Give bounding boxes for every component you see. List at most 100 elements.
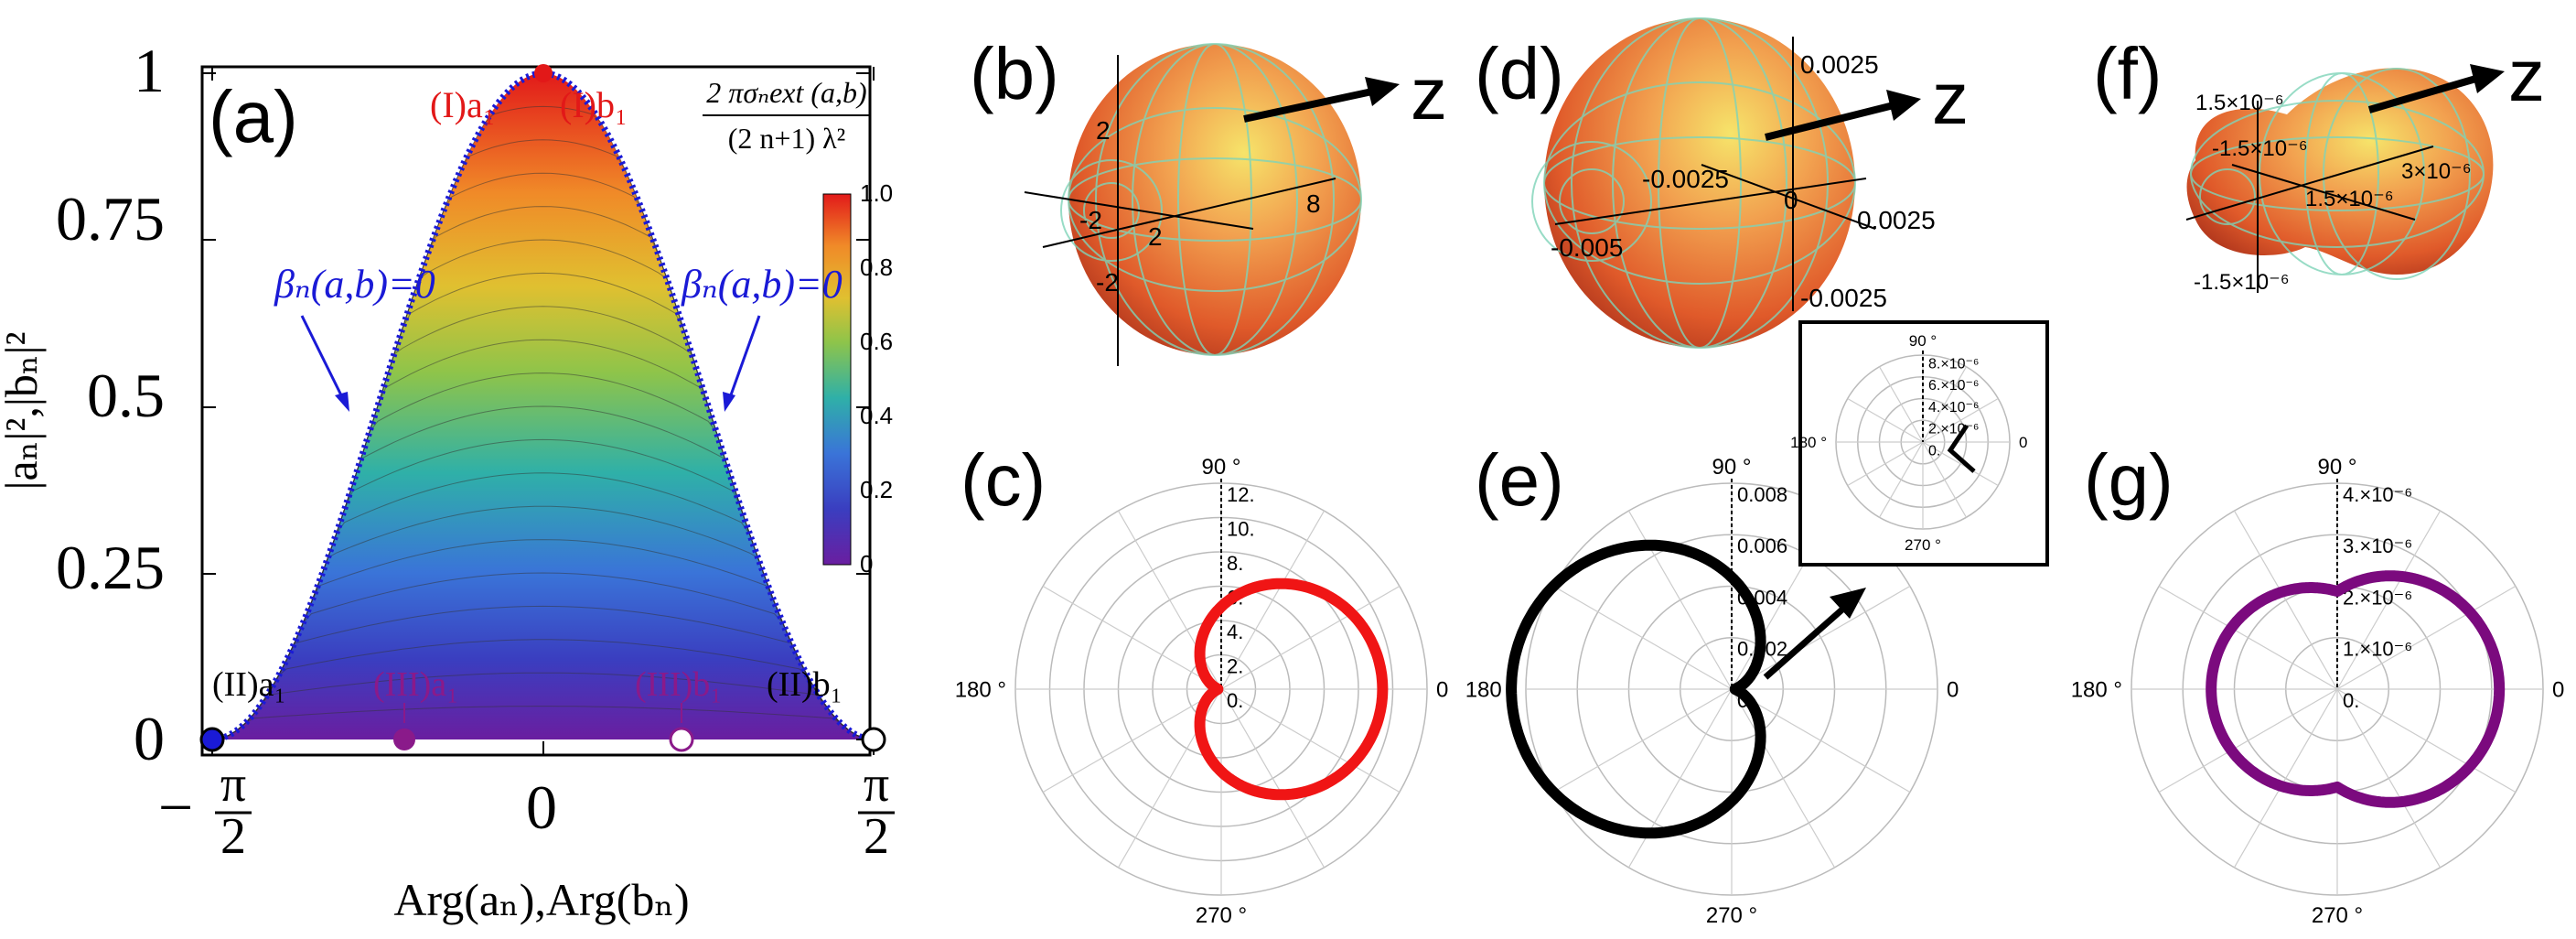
contour-line	[211, 539, 875, 740]
panel-d-tick-0025-right: 0.0025	[1857, 206, 1936, 234]
panel-f-z-arrowhead	[2470, 64, 2505, 93]
x-tick-2-left: 2	[220, 808, 246, 865]
panel-c-grid-spoke	[1220, 585, 1401, 690]
panel-e-inset-angle-label: 180 °	[1790, 434, 1827, 451]
point-III-b	[669, 727, 694, 752]
panel-b-tick-8: 8	[1306, 189, 1321, 218]
point-label-II-a1: (II)a₁	[212, 665, 286, 704]
panel-g-grid-spoke	[2233, 688, 2338, 869]
panel-a: (a) 1 0.75 0.5 0.25 0 − π 2 0 π 2 Arg(aₙ…	[0, 36, 895, 925]
y-tick-05: 0.5	[87, 361, 165, 430]
y-tick-0: 0	[134, 704, 165, 773]
panel-e-inset-r-tick: 4.×10⁻⁶	[1928, 400, 1980, 416]
contour-line	[211, 605, 875, 740]
panel-e-inset-polar: 8.×10⁻⁶ 6.×10⁻⁶ 4.×10⁻⁶ 2.×10⁻⁶ 0. 90 ° 180 ° 2…	[1790, 332, 2027, 554]
panel-g-grid-spoke	[2336, 585, 2517, 690]
panel-e-grid-spoke	[1731, 585, 1911, 690]
panel-g-r-tick: 3.×10⁻⁶	[2343, 534, 2412, 557]
panel-e-angle-label: 0	[1947, 677, 1959, 702]
contour-line	[211, 105, 875, 740]
panel-b-label: (b)	[970, 33, 1059, 114]
panel-d-tick-neg0005: -0.005	[1551, 233, 1623, 262]
panel-e-grid-spoke	[1552, 585, 1733, 690]
panel-f-z-label: z	[2508, 35, 2545, 116]
panel-e-inset-grid-spoke	[1847, 441, 1924, 487]
panel-a-label: (a)	[209, 76, 298, 157]
panel-g-grid-spoke	[2158, 585, 2338, 690]
panel-c-angle-label: 90 °	[1202, 455, 1241, 480]
panel-d-tick-0: 0	[1784, 186, 1798, 214]
panel-e-inset-grid-spoke	[1922, 397, 1999, 443]
point-label-III-a1: (III)a₁	[373, 665, 458, 704]
colorbar	[822, 193, 852, 566]
colorbar-tick-08: 0.8	[860, 254, 893, 281]
y-tick-075: 0.75	[56, 184, 165, 254]
panel-c: (c) 12.10.8.6.4.2.0.90 °180 °270 °0	[955, 439, 1449, 928]
panel-e-inset-angle-label: 90 °	[1909, 332, 1937, 350]
point-I	[534, 64, 553, 82]
colorbar-tick-10: 1.0	[860, 179, 893, 207]
panel-e-inset: 8.×10⁻⁶ 6.×10⁻⁶ 4.×10⁻⁶ 2.×10⁻⁶ 0. 90 ° 180 ° 2…	[1763, 320, 2049, 680]
panel-b: (b) 2 2 8 -2 -2 z	[970, 33, 1447, 366]
panel-e-inset-grid-spoke	[1922, 441, 1999, 487]
panel-d-sphere	[1544, 18, 1855, 348]
colorbar-title-denominator: (2 n+1) λ²	[728, 122, 845, 155]
panel-f-shape	[2186, 68, 2494, 275]
panel-g-r-tick: 4.×10⁻⁶	[2343, 483, 2412, 506]
panel-b-tick-2-lower: 2	[1148, 222, 1163, 251]
panel-g-angle-label: 180 °	[2071, 677, 2122, 702]
panel-e-inset-grid-spoke	[1878, 366, 1924, 443]
x-tick-2-right: 2	[864, 808, 889, 865]
point-label-I-b1: (I)b₁	[560, 84, 628, 125]
panel-d: (d) 0.0025 -0.0025 0 0.0025 -0.005 -0.00…	[1475, 17, 1969, 349]
panel-c-grid-spoke	[1220, 510, 1326, 690]
panel-e-grid-spoke	[1731, 688, 1911, 793]
panel-f: (f) 1.5×10⁻⁶ -1.5×10⁻⁶ 3×10⁻⁶ 1.5×10⁻⁶ -…	[2093, 33, 2545, 295]
panel-c-r-tick: 10.	[1227, 517, 1255, 540]
x-tick-zero: 0	[526, 772, 557, 842]
panel-e-grid-spoke	[1627, 688, 1733, 869]
y-tick-025: 0.25	[56, 533, 165, 602]
panel-d-z-arrow	[1765, 102, 1894, 141]
panel-c-r-tick: 2.	[1227, 654, 1243, 677]
panel-f-tick-upper: 1.5×10⁻⁶	[2195, 91, 2284, 115]
panel-e-inset-angle-label: 0	[2019, 434, 2027, 451]
panel-b-z-label: z	[1411, 53, 1447, 135]
panel-e-inset-grid-spoke	[1878, 441, 1924, 518]
panel-e-pattern-curve	[1506, 539, 1766, 839]
panel-f-label: (f)	[2093, 33, 2163, 114]
panel-c-r-tick: 0.	[1227, 689, 1243, 712]
panel-e-inset-angle-label: 270 °	[1905, 536, 1941, 554]
panel-b-z-arrow	[1243, 88, 1373, 123]
panel-b-grid	[1060, 43, 1362, 356]
panel-b-sphere	[1068, 44, 1361, 355]
panel-c-grid-spoke	[1220, 688, 1401, 793]
panel-f-z-arrow	[2367, 74, 2481, 113]
panel-b-tick-2-upper: 2	[1096, 116, 1111, 145]
panel-f-tick-mid: 1.5×10⁻⁶	[2305, 187, 2394, 211]
x-tick-pi-right: π	[864, 756, 889, 813]
panel-b-tick-neg2-bottom: -2	[1096, 268, 1119, 297]
panel-d-z-label: z	[1932, 58, 1969, 139]
panel-g-r-tick: 2.×10⁻⁶	[2343, 586, 2412, 609]
point-label-II-b1: (II)b₁	[767, 665, 843, 704]
y-tick-1: 1	[134, 36, 165, 105]
panel-g-angle-label: 270 °	[2312, 903, 2363, 928]
panel-e-inset-grid-spoke	[1922, 441, 1968, 518]
colorbar-title-numerator: 2 πσₙext (a,b)	[706, 76, 866, 109]
panel-g: (g) 4.×10⁻⁶ 3.×10⁻⁶ 2.×10⁻⁶ 1.×10⁻⁶ 0. 90 ° 18…	[2071, 439, 2565, 928]
panel-g-grid-spoke	[2336, 688, 2442, 869]
beta-left-arrowhead	[335, 392, 349, 412]
panel-c-r-tick: 8.	[1227, 552, 1243, 575]
y-axis-label: |aₙ|²,|bₙ|²	[0, 332, 47, 491]
panel-c-angle-label: 180 °	[955, 677, 1006, 702]
panel-f-tick-neg-upper: -1.5×10⁻⁶	[2212, 136, 2308, 161]
panel-g-label: (g)	[2084, 439, 2174, 521]
contour-lines	[211, 105, 875, 740]
panel-e-label: (e)	[1475, 439, 1564, 521]
panel-e-inset-r-tick: 2.×10⁻⁶	[1928, 422, 1980, 437]
contour-line	[211, 706, 875, 740]
beta-left-arrow	[300, 315, 348, 405]
panel-e-angle-label: 90 °	[1712, 455, 1752, 480]
